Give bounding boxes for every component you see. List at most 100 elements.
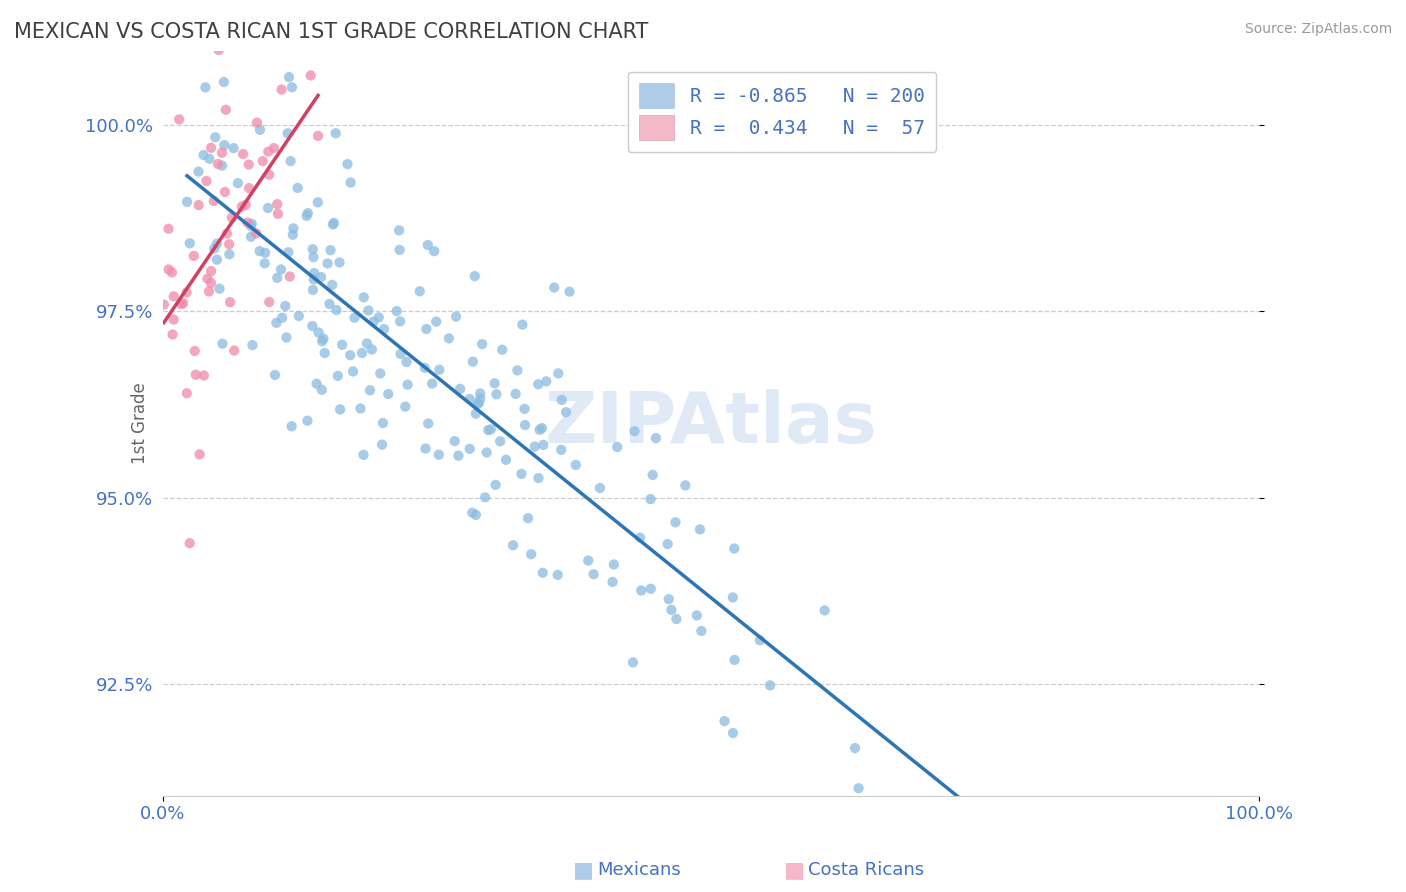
- Point: [198, 285, 221, 299]
- Point: [242, 338, 264, 352]
- Point: [219, 295, 242, 310]
- Point: [394, 400, 416, 414]
- Point: [628, 531, 651, 545]
- Point: [470, 386, 492, 401]
- Point: [211, 159, 233, 173]
- Point: [264, 368, 287, 382]
- Point: [349, 401, 371, 416]
- Point: [167, 112, 190, 127]
- Point: [523, 440, 546, 454]
- Point: [373, 322, 395, 336]
- Point: [330, 337, 353, 351]
- Point: [232, 147, 254, 161]
- Point: [322, 218, 344, 232]
- Point: [240, 219, 263, 233]
- Point: [713, 714, 735, 728]
- Point: [429, 363, 451, 377]
- Point: [721, 591, 744, 605]
- Point: [305, 376, 328, 391]
- Point: [316, 256, 339, 270]
- Point: [321, 277, 343, 292]
- Point: [527, 377, 550, 392]
- Text: ■: ■: [574, 860, 593, 880]
- Point: [665, 612, 688, 626]
- Point: [1021, 834, 1043, 848]
- Point: [437, 331, 460, 345]
- Point: [188, 447, 211, 461]
- Point: [502, 538, 524, 552]
- Point: [415, 442, 437, 456]
- Point: [887, 852, 910, 866]
- Point: [274, 299, 297, 313]
- Point: [686, 608, 709, 623]
- Point: [184, 368, 207, 382]
- Point: [176, 285, 198, 300]
- Point: [371, 416, 394, 430]
- Point: [218, 247, 240, 261]
- Point: [371, 437, 394, 451]
- Point: [536, 375, 558, 389]
- Point: [297, 414, 319, 428]
- Legend: R = -0.865   N = 200, R =  0.434   N =  57: R = -0.865 N = 200, R = 0.434 N = 57: [627, 71, 936, 152]
- Point: [302, 266, 325, 280]
- Point: [517, 511, 540, 525]
- Point: [222, 141, 245, 155]
- Point: [263, 141, 285, 155]
- Point: [530, 421, 553, 435]
- Point: [183, 343, 205, 358]
- Point: [301, 242, 323, 256]
- Point: [226, 176, 249, 190]
- Point: [531, 566, 554, 580]
- Point: [467, 397, 489, 411]
- Point: [301, 318, 323, 333]
- Point: [202, 242, 225, 256]
- Point: [302, 250, 325, 264]
- Point: [388, 243, 411, 257]
- Point: [208, 43, 231, 57]
- Point: [389, 314, 412, 328]
- Point: [388, 223, 411, 237]
- Point: [464, 269, 486, 284]
- Point: [314, 346, 336, 360]
- Point: [395, 355, 418, 369]
- Point: [396, 377, 419, 392]
- Point: [278, 70, 301, 84]
- Point: [644, 431, 666, 445]
- Point: [153, 298, 176, 312]
- Point: [385, 304, 408, 318]
- Point: [527, 471, 550, 485]
- Point: [551, 392, 574, 407]
- Point: [253, 256, 276, 270]
- Point: [420, 376, 443, 391]
- Point: [363, 315, 385, 329]
- Point: [297, 206, 319, 220]
- Point: [270, 82, 292, 96]
- Point: [630, 583, 652, 598]
- Point: [606, 440, 628, 454]
- Point: [658, 592, 681, 607]
- Point: [447, 449, 470, 463]
- Point: [510, 467, 533, 481]
- Point: [336, 157, 359, 171]
- Point: [254, 245, 277, 260]
- Point: [470, 392, 492, 406]
- Point: [205, 252, 228, 267]
- Point: [425, 315, 447, 329]
- Point: [641, 467, 664, 482]
- Point: [183, 249, 205, 263]
- Point: [322, 216, 344, 230]
- Point: [326, 368, 349, 383]
- Point: [359, 383, 381, 397]
- Point: [212, 75, 235, 89]
- Text: ZIPAtlas: ZIPAtlas: [544, 389, 877, 458]
- Point: [193, 368, 215, 383]
- Text: MEXICAN VS COSTA RICAN 1ST GRADE CORRELATION CHART: MEXICAN VS COSTA RICAN 1ST GRADE CORRELA…: [14, 22, 648, 42]
- Point: [278, 269, 301, 284]
- Point: [489, 434, 512, 449]
- Point: [543, 280, 565, 294]
- Point: [309, 270, 332, 285]
- Point: [194, 80, 217, 95]
- Point: [479, 422, 502, 436]
- Point: [513, 401, 536, 416]
- Point: [325, 126, 347, 140]
